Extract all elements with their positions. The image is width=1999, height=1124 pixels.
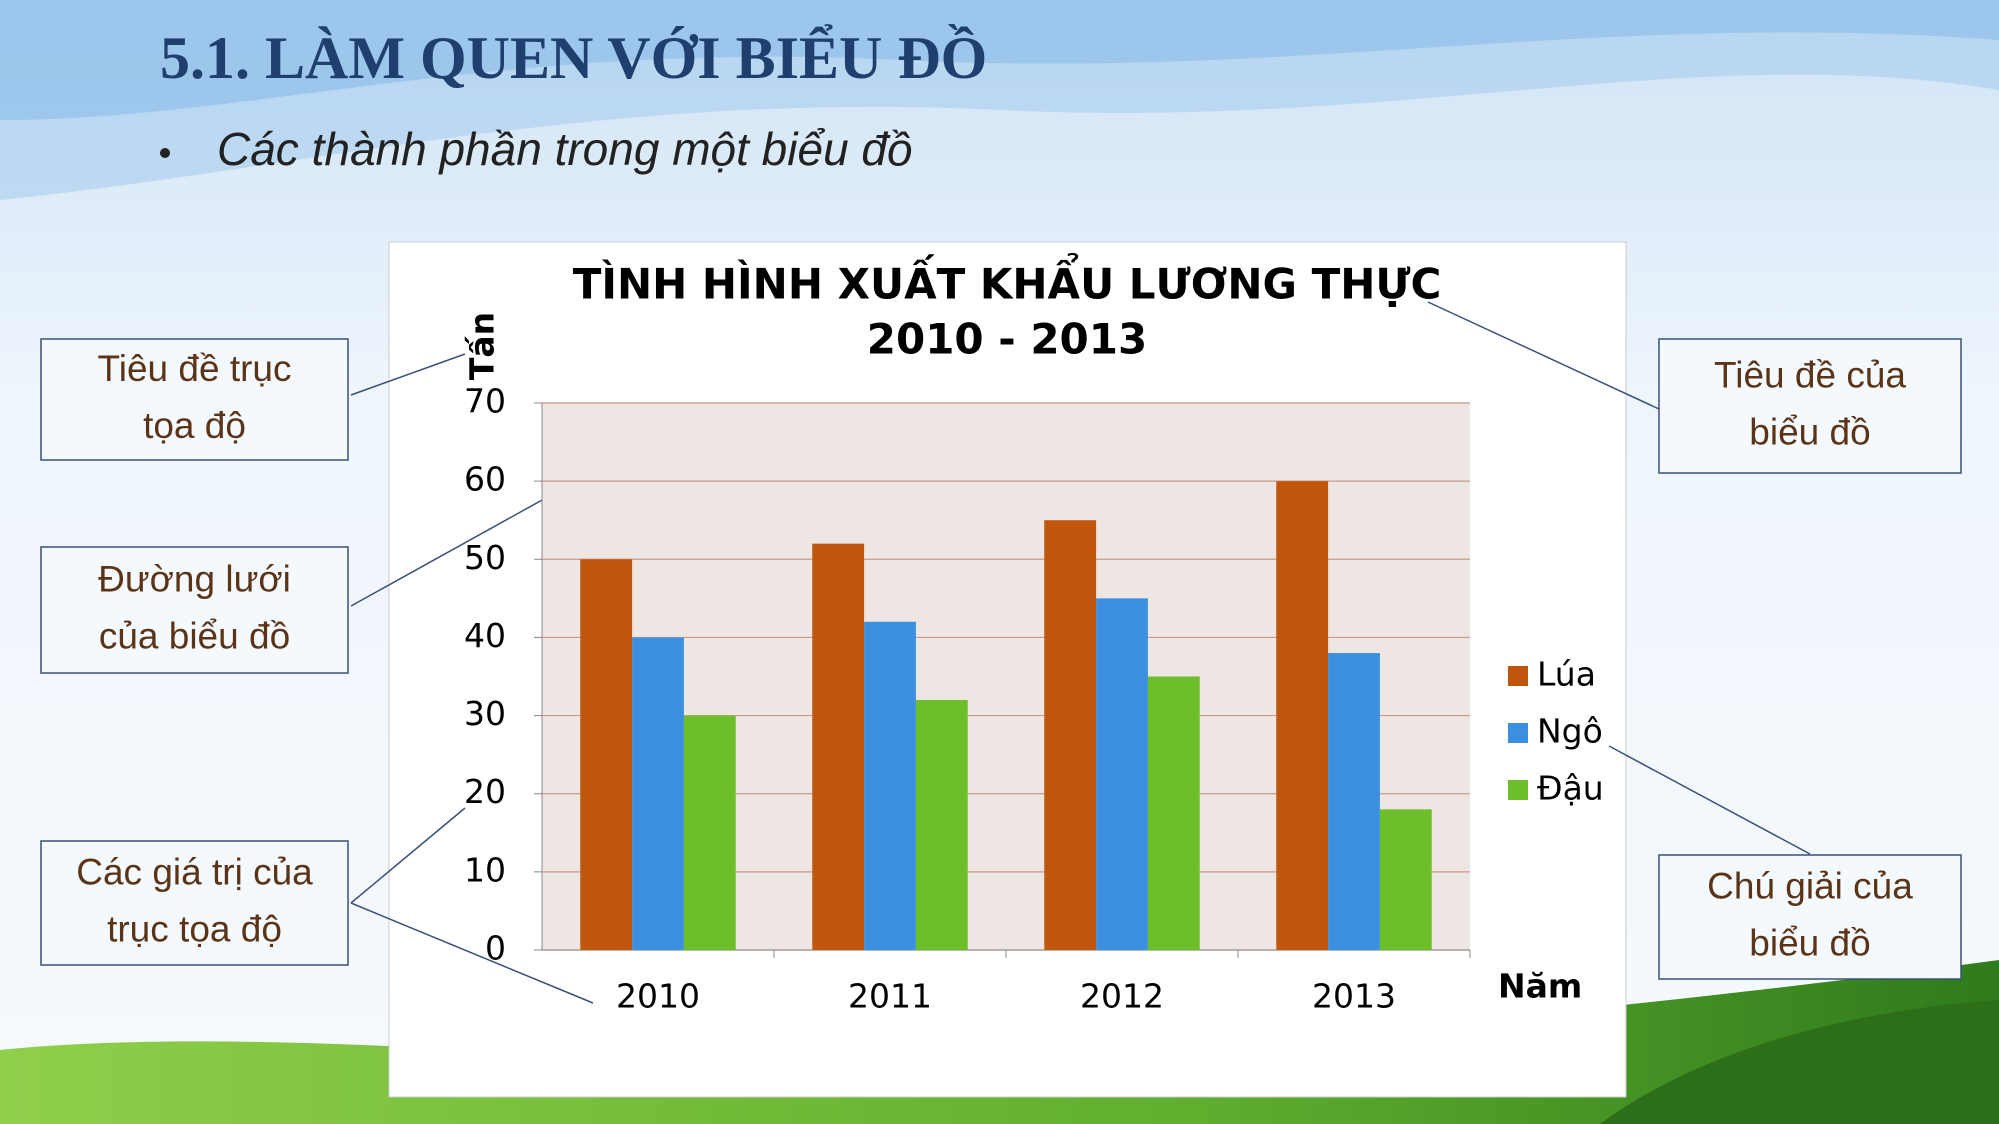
bar: [580, 559, 633, 950]
bar: [1096, 598, 1148, 950]
hill: [1600, 1000, 1999, 1124]
legend-label: Ngô: [1537, 712, 1603, 751]
chart-title: TÌNH HÌNH XUẤT KHẨU LƯƠNG THỰC: [573, 252, 1442, 309]
callout-text: tọa độ: [143, 405, 246, 446]
y-tick-label: 40: [464, 616, 506, 655]
chart-title: 2010 - 2013: [867, 315, 1147, 364]
y-tick-label: 50: [464, 538, 506, 577]
x-tick-label: 2011: [848, 977, 932, 1016]
wave: [0, 0, 1999, 120]
bar: [812, 543, 865, 950]
y-tick-label: 30: [464, 694, 506, 733]
y-tick-label: 10: [464, 850, 506, 889]
callout-box: [1658, 854, 1962, 980]
bullet-dot: [160, 148, 170, 158]
x-tick-label: 2012: [1080, 977, 1164, 1016]
callout-text: biểu đồ: [1749, 922, 1870, 963]
bar: [1328, 653, 1380, 950]
y-tick-label: 0: [485, 929, 506, 968]
connector: [350, 807, 466, 904]
x-tick-label: 2013: [1312, 977, 1396, 1016]
legend-label: Đậu: [1537, 769, 1604, 808]
connector: [1427, 301, 1660, 410]
callout-text: biểu đồ: [1749, 411, 1870, 452]
legend-label: Lúa: [1537, 655, 1596, 694]
y-tick-label: 70: [464, 382, 506, 421]
bar: [683, 715, 736, 950]
x-tick-label: 2010: [616, 977, 700, 1016]
callout-text: Chú giải của: [1707, 865, 1913, 906]
y-tick-label: 60: [464, 460, 506, 499]
callout-box: [40, 840, 349, 966]
bar: [1147, 676, 1200, 950]
bullet-text: Các thành phần trong một biểu đồ: [217, 123, 913, 175]
bar: [1276, 481, 1329, 950]
callout-text: Tiêu đề trục: [98, 348, 292, 389]
bar: [1044, 520, 1097, 950]
bar: [1379, 809, 1432, 950]
connector: [1608, 745, 1811, 855]
connector: [350, 902, 594, 1004]
callout-box: [1658, 338, 1962, 474]
legend-swatch: [1508, 666, 1528, 686]
x-axis-label: Năm: [1498, 967, 1582, 1006]
callout-text: Các giá trị của: [76, 851, 313, 892]
legend-swatch: [1508, 723, 1528, 743]
callout-text: của biểu đồ: [99, 615, 290, 656]
callout-text: Tiêu đề của: [1714, 354, 1906, 395]
connector: [350, 353, 466, 396]
bar: [632, 637, 684, 950]
legend-swatch: [1508, 780, 1528, 800]
bar: [864, 621, 916, 950]
slide-title: 5.1. LÀM QUEN VỚI BIỂU ĐỒ: [160, 25, 987, 91]
y-tick-label: 20: [464, 772, 506, 811]
callout-box: [40, 338, 349, 461]
callout-text: trục tọa độ: [107, 908, 282, 949]
bar: [915, 699, 968, 950]
callout-box: [40, 546, 349, 674]
callout-text: Đường lưới: [98, 558, 291, 599]
y-axis-label: Tấn: [463, 312, 502, 380]
